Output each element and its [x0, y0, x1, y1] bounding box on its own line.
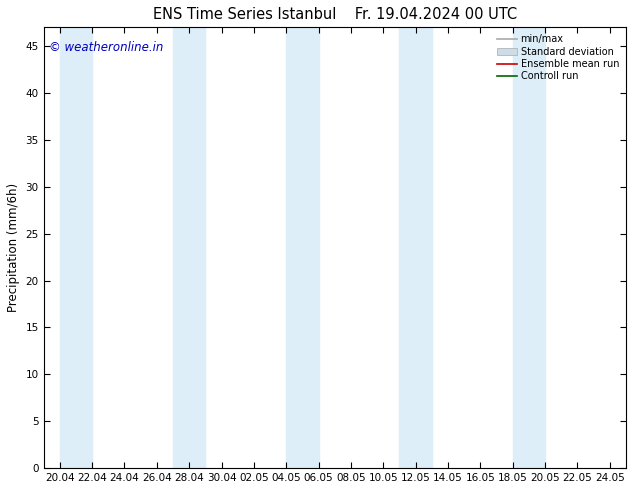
- Text: © weatheronline.in: © weatheronline.in: [49, 41, 164, 53]
- Bar: [513, 27, 529, 468]
- Legend: min/max, Standard deviation, Ensemble mean run, Controll run: min/max, Standard deviation, Ensemble me…: [495, 32, 621, 83]
- Title: ENS Time Series Istanbul    Fr. 19.04.2024 00 UTC: ENS Time Series Istanbul Fr. 19.04.2024 …: [153, 7, 517, 22]
- Bar: [189, 27, 205, 468]
- Bar: [529, 27, 545, 468]
- Bar: [76, 27, 92, 468]
- Bar: [415, 27, 432, 468]
- Bar: [286, 27, 302, 468]
- Bar: [302, 27, 318, 468]
- Bar: [60, 27, 76, 468]
- Bar: [399, 27, 415, 468]
- Y-axis label: Precipitation (mm/6h): Precipitation (mm/6h): [7, 183, 20, 312]
- Bar: [173, 27, 189, 468]
